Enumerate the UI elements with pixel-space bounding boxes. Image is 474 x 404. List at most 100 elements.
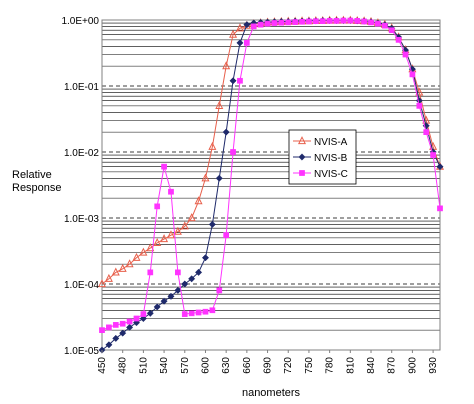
series-nvis-c bbox=[99, 17, 443, 333]
data-point bbox=[173, 226, 182, 235]
data-point bbox=[285, 19, 292, 26]
data-point bbox=[166, 230, 175, 239]
x-tick-label: 660 bbox=[242, 357, 253, 374]
data-point bbox=[181, 311, 188, 317]
x-tick-label: 480 bbox=[118, 357, 129, 374]
data-point bbox=[423, 129, 430, 135]
data-point bbox=[326, 18, 333, 24]
data-point bbox=[208, 220, 216, 228]
data-point bbox=[250, 23, 257, 30]
data-point bbox=[140, 311, 147, 317]
data-point bbox=[208, 141, 217, 150]
data-point bbox=[223, 232, 230, 238]
data-point bbox=[216, 287, 223, 294]
legend-label: NVIS-C bbox=[314, 169, 348, 180]
y-axis-label-line: Relative bbox=[12, 169, 52, 181]
data-point bbox=[222, 61, 231, 70]
data-point bbox=[333, 18, 340, 24]
data-point bbox=[147, 269, 154, 276]
x-tick-label: 720 bbox=[283, 357, 294, 374]
x-tick-label: 930 bbox=[428, 357, 439, 374]
data-point bbox=[195, 309, 202, 316]
y-axis-label: Relative Response bbox=[12, 169, 62, 194]
data-point bbox=[299, 170, 305, 176]
data-point bbox=[126, 318, 133, 325]
data-point bbox=[195, 268, 203, 276]
data-point bbox=[119, 329, 127, 337]
x-tick-label: 750 bbox=[304, 357, 315, 374]
data-point bbox=[416, 103, 423, 109]
data-point bbox=[298, 153, 306, 161]
data-point bbox=[106, 324, 112, 331]
series-nvis-b bbox=[98, 17, 444, 354]
data-point bbox=[215, 174, 223, 182]
data-point bbox=[119, 320, 126, 327]
data-point bbox=[312, 18, 319, 25]
x-tick-label: 510 bbox=[138, 357, 149, 374]
data-point bbox=[139, 247, 148, 256]
data-point bbox=[97, 279, 107, 288]
data-point bbox=[146, 309, 154, 317]
data-point bbox=[132, 252, 141, 261]
data-point bbox=[319, 18, 326, 25]
data-point bbox=[153, 237, 162, 246]
x-axis-tick-labels: 450 480 510 540 570 600 630 660 690 720 750 780 810 8… bbox=[97, 350, 439, 374]
data-point bbox=[402, 51, 409, 58]
data-point bbox=[194, 196, 203, 205]
data-point bbox=[133, 315, 140, 322]
data-point bbox=[257, 21, 264, 28]
data-point bbox=[297, 136, 307, 145]
data-point bbox=[188, 310, 195, 317]
x-tick-label: 690 bbox=[263, 357, 274, 374]
y-tick-label: 1.0E-02 bbox=[64, 148, 99, 159]
x-axis-label: nanometers bbox=[242, 387, 301, 399]
y-tick-label: 1.0E-01 bbox=[64, 82, 99, 93]
x-tick-label: 540 bbox=[159, 357, 170, 374]
data-point bbox=[437, 205, 443, 212]
data-point bbox=[381, 22, 388, 29]
data-point bbox=[202, 308, 209, 315]
data-point bbox=[430, 152, 436, 158]
data-point bbox=[388, 27, 395, 34]
data-point bbox=[230, 149, 236, 155]
series-layer bbox=[97, 15, 445, 354]
data-point bbox=[174, 286, 182, 294]
data-point bbox=[111, 267, 120, 276]
data-point bbox=[209, 307, 216, 314]
data-point bbox=[229, 77, 237, 85]
legend-item: NVIS-B bbox=[293, 153, 348, 164]
data-point bbox=[153, 303, 161, 311]
x-tick-label: 600 bbox=[200, 357, 211, 374]
data-point bbox=[222, 128, 230, 136]
x-tick-label: 450 bbox=[97, 357, 108, 374]
x-tick-label: 840 bbox=[366, 357, 377, 374]
data-point bbox=[236, 39, 244, 47]
data-point bbox=[409, 71, 416, 78]
data-point bbox=[264, 20, 271, 27]
data-point bbox=[161, 163, 167, 170]
data-point bbox=[299, 18, 305, 25]
x-tick-label: 630 bbox=[221, 357, 232, 374]
data-point bbox=[188, 275, 196, 283]
data-point bbox=[235, 23, 244, 32]
x-tick-label: 570 bbox=[180, 357, 191, 374]
legend-label: NVIS-A bbox=[314, 137, 348, 148]
legend-label: NVIS-B bbox=[314, 153, 348, 164]
data-point bbox=[125, 259, 134, 268]
data-point bbox=[154, 203, 161, 210]
x-tick-label: 900 bbox=[407, 357, 418, 374]
legend: NVIS-A NVIS-B NVIS-C bbox=[288, 129, 357, 185]
x-tick-label: 780 bbox=[325, 357, 336, 374]
data-point bbox=[105, 341, 113, 349]
data-point bbox=[160, 234, 169, 243]
x-tick-label: 810 bbox=[345, 357, 356, 374]
data-point bbox=[306, 18, 312, 25]
data-point bbox=[112, 322, 119, 328]
data-point bbox=[160, 297, 168, 305]
data-point bbox=[139, 314, 147, 323]
data-point bbox=[201, 173, 210, 182]
data-point bbox=[175, 269, 181, 276]
data-point bbox=[168, 188, 174, 195]
data-point bbox=[354, 18, 361, 24]
